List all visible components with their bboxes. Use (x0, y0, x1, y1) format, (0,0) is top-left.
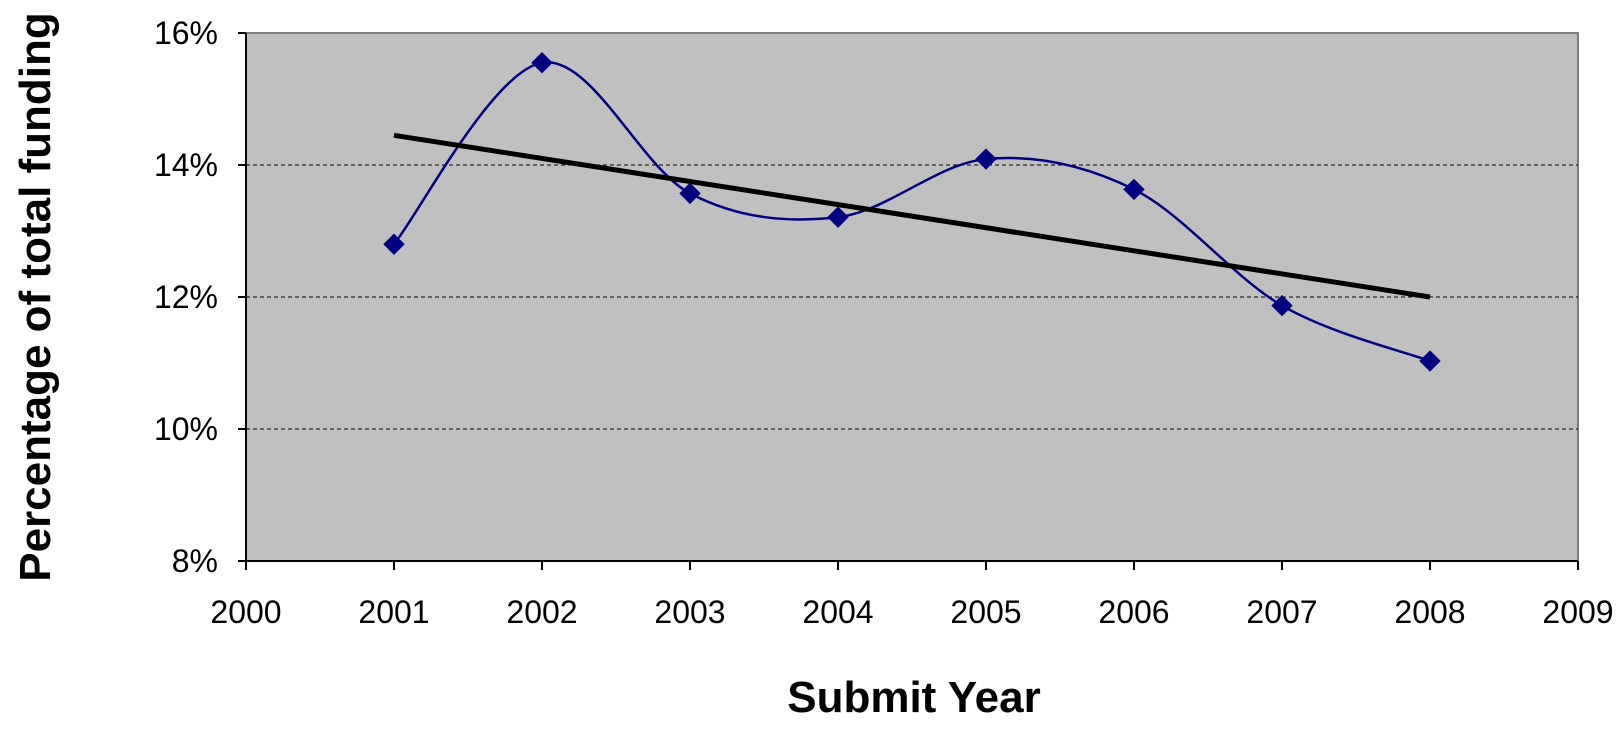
tick-labels: 8% 10% 12% 14% 16% 2000 2001 2002 2003 2004 2005 20… (154, 15, 1614, 630)
y-axis-title: Percentage of total funding (11, 12, 60, 582)
y-tick-label: 14% (154, 147, 218, 183)
x-tick-label: 2000 (210, 594, 281, 630)
x-tick-label: 2005 (950, 594, 1021, 630)
x-tick-label: 2001 (358, 594, 429, 630)
data-point-marker (383, 233, 405, 255)
trendline (393, 132, 1431, 300)
data-point-marker (827, 206, 849, 228)
x-tick-label: 2004 (802, 594, 873, 630)
data-point-marker (1123, 178, 1145, 201)
gridlines (246, 164, 1578, 430)
y-tick-label: 16% (154, 15, 218, 51)
data-point-marker (975, 148, 997, 170)
axes (238, 32, 1579, 570)
x-tick-label: 2002 (506, 594, 577, 630)
data-point-marker (1271, 294, 1293, 317)
x-tick-label: 2008 (1394, 594, 1465, 630)
series-layer (383, 51, 1441, 372)
data-point-marker (531, 51, 553, 74)
x-tick-label: 2009 (1542, 594, 1613, 630)
data-point-marker (679, 182, 701, 205)
x-tick-label: 2003 (654, 594, 725, 630)
data-point-marker (1419, 350, 1441, 372)
y-tick-label: 8% (172, 543, 218, 579)
x-tick-label: 2006 (1098, 594, 1169, 630)
y-tick-label: 12% (154, 279, 218, 315)
x-axis-title: Submit Year (787, 673, 1041, 722)
y-tick-label: 10% (154, 411, 218, 447)
x-tick-label: 2007 (1246, 594, 1317, 630)
